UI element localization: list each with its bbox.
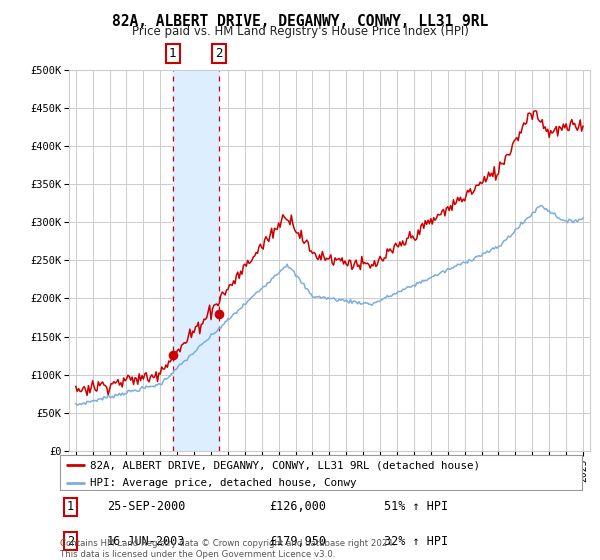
- Text: 1: 1: [67, 501, 74, 514]
- Text: 82A, ALBERT DRIVE, DEGANWY, CONWY, LL31 9RL: 82A, ALBERT DRIVE, DEGANWY, CONWY, LL31 …: [112, 14, 488, 29]
- Text: Price paid vs. HM Land Registry's House Price Index (HPI): Price paid vs. HM Land Registry's House …: [131, 25, 469, 38]
- Text: 2: 2: [215, 47, 223, 60]
- Bar: [173, 70, 218, 451]
- Text: HPI: Average price, detached house, Conwy: HPI: Average price, detached house, Conw…: [90, 478, 357, 488]
- Text: 1: 1: [169, 47, 176, 60]
- Text: 25-SEP-2000: 25-SEP-2000: [107, 501, 185, 514]
- Text: 32% ↑ HPI: 32% ↑ HPI: [383, 535, 448, 548]
- Text: £126,000: £126,000: [269, 501, 326, 514]
- Text: Contains HM Land Registry data © Crown copyright and database right 2024.
This d: Contains HM Land Registry data © Crown c…: [60, 539, 395, 559]
- Text: 82A, ALBERT DRIVE, DEGANWY, CONWY, LL31 9RL (detached house): 82A, ALBERT DRIVE, DEGANWY, CONWY, LL31 …: [90, 460, 480, 470]
- Text: £179,950: £179,950: [269, 535, 326, 548]
- Text: 51% ↑ HPI: 51% ↑ HPI: [383, 501, 448, 514]
- Text: 16-JUN-2003: 16-JUN-2003: [107, 535, 185, 548]
- Text: 2: 2: [67, 535, 74, 548]
